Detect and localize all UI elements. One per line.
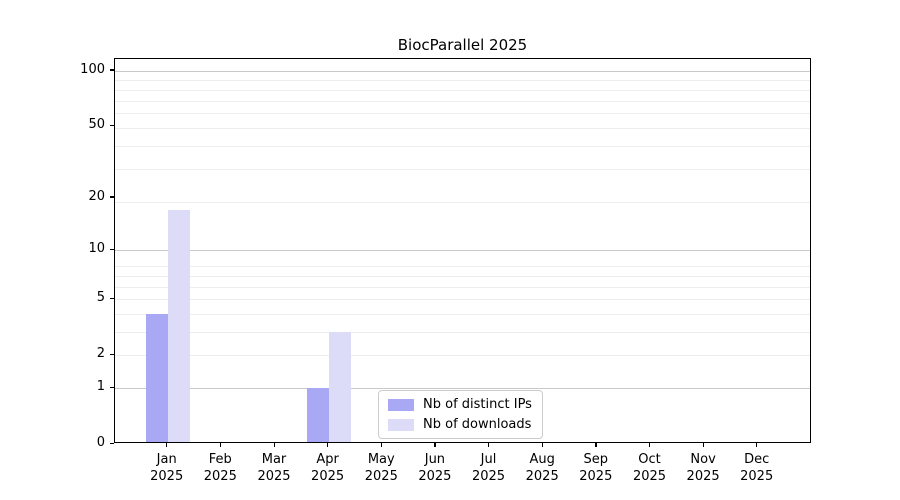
minor-gridline-5 — [115, 299, 810, 301]
year-label: 2025 — [364, 469, 398, 484]
year-label: 2025 — [471, 469, 506, 484]
y-tick-label-10: 10 — [88, 241, 105, 257]
y-tick-100 — [110, 69, 114, 71]
minor-gridline-4 — [115, 313, 810, 315]
month-label: Dec — [744, 452, 770, 467]
month-label: Nov — [690, 452, 716, 467]
y-tick-label-0: 0 — [96, 435, 105, 450]
month-label: Jun — [424, 452, 446, 467]
year-label: 2025 — [311, 469, 345, 484]
year-label: 2025 — [686, 469, 720, 484]
year-label: 2025 — [525, 469, 559, 484]
minor-gridline-59 — [115, 113, 810, 114]
y-tick-50 — [110, 124, 114, 126]
year-label: 2025 — [418, 469, 452, 484]
month-label: Sep — [583, 452, 609, 467]
x-tick-label-aug: Aug 2025 — [515, 451, 569, 485]
month-label: Mar — [261, 452, 287, 467]
x-tick-jun — [434, 443, 436, 447]
x-tick-label-may: May 2025 — [354, 451, 408, 485]
major-gridline-1 — [115, 388, 810, 389]
bar-nb-of-distinct-ips-apr — [306, 388, 329, 442]
month-label: Aug — [529, 452, 555, 467]
month-label: Oct — [638, 452, 661, 467]
y-tick-label-2: 2 — [96, 346, 105, 362]
month-label: Feb — [208, 452, 232, 467]
x-tick-nov — [702, 443, 704, 447]
minor-gridline-6 — [115, 286, 810, 288]
minor-gridline-29 — [115, 169, 810, 170]
legend-swatch-distinct-ips — [388, 398, 414, 411]
y-tick-label-20: 20 — [88, 188, 105, 204]
x-tick-label-apr: Apr 2025 — [301, 451, 355, 485]
bar-nb-of-downloads-jan — [167, 210, 190, 442]
legend-swatch-downloads — [388, 418, 414, 431]
month-label: May — [367, 452, 395, 467]
x-tick-label-oct: Oct 2025 — [623, 451, 677, 485]
x-tick-label-jul: Jul 2025 — [462, 451, 516, 485]
year-label: 2025 — [150, 469, 184, 484]
minor-gridline-7 — [115, 275, 810, 277]
plot-area — [114, 58, 811, 443]
minor-gridline-8 — [115, 266, 810, 268]
x-tick-may — [380, 443, 383, 447]
y-tick-label-50: 50 — [88, 117, 105, 133]
chart-title: BiocParallel 2025 — [397, 36, 528, 54]
year-label: 2025 — [632, 469, 667, 484]
minor-gridline-19 — [115, 201, 810, 203]
x-tick-label-feb: Feb 2025 — [193, 451, 247, 485]
year-label: 2025 — [579, 469, 613, 484]
minor-gridline-89 — [115, 80, 810, 82]
month-label: Jan — [156, 452, 177, 467]
bar-nb-of-downloads-apr — [328, 331, 351, 442]
x-tick-jan — [166, 443, 168, 447]
legend-item-downloads: Nb of downloads — [388, 417, 532, 432]
x-tick-label-jan: Jan 2025 — [140, 451, 194, 485]
y-tick-20 — [110, 196, 114, 198]
year-label: 2025 — [740, 469, 774, 484]
x-tick-label-nov: Nov 2025 — [676, 451, 730, 485]
x-tick-mar — [273, 443, 275, 447]
major-gridline-100 — [115, 70, 810, 72]
y-tick-label-1: 1 — [96, 379, 105, 394]
minor-gridline-69 — [115, 100, 810, 102]
x-tick-jul — [488, 443, 490, 447]
legend: Nb of distinct IPs Nb of downloads — [378, 390, 543, 439]
y-tick-0 — [110, 442, 114, 444]
y-tick-5 — [110, 297, 114, 299]
year-label: 2025 — [257, 469, 291, 484]
month-label: Apr — [316, 452, 339, 467]
x-tick-oct — [649, 443, 651, 447]
y-tick-label-100: 100 — [80, 61, 105, 77]
minor-gridline-49 — [115, 127, 810, 129]
y-tick-10 — [110, 248, 114, 250]
x-tick-apr — [327, 443, 329, 447]
year-label: 2025 — [203, 469, 237, 484]
minor-gridline-79 — [115, 89, 810, 91]
x-tick-label-sep: Sep 2025 — [569, 451, 623, 485]
month-label: Jul — [480, 452, 497, 467]
y-tick-1 — [110, 386, 114, 388]
major-gridline-10 — [115, 250, 810, 252]
y-tick-2 — [110, 353, 114, 355]
legend-label-downloads: Nb of downloads — [423, 417, 532, 432]
minor-gridline-3 — [115, 331, 810, 333]
x-tick-sep — [595, 443, 597, 447]
x-tick-aug — [541, 443, 543, 447]
x-tick-label-mar: Mar 2025 — [247, 451, 301, 485]
x-tick-feb — [219, 443, 222, 447]
legend-item-distinct-ips: Nb of distinct IPs — [388, 397, 532, 412]
bar-nb-of-distinct-ips-jan — [145, 313, 168, 442]
minor-gridline-2 — [115, 355, 810, 357]
minor-gridline-39 — [115, 145, 810, 147]
y-tick-label-5: 5 — [96, 290, 105, 306]
x-tick-label-dec: Dec 2025 — [730, 451, 784, 485]
x-tick-label-jun: Jun 2025 — [408, 451, 462, 485]
legend-label-distinct-ips: Nb of distinct IPs — [423, 397, 532, 412]
x-tick-dec — [756, 443, 758, 447]
